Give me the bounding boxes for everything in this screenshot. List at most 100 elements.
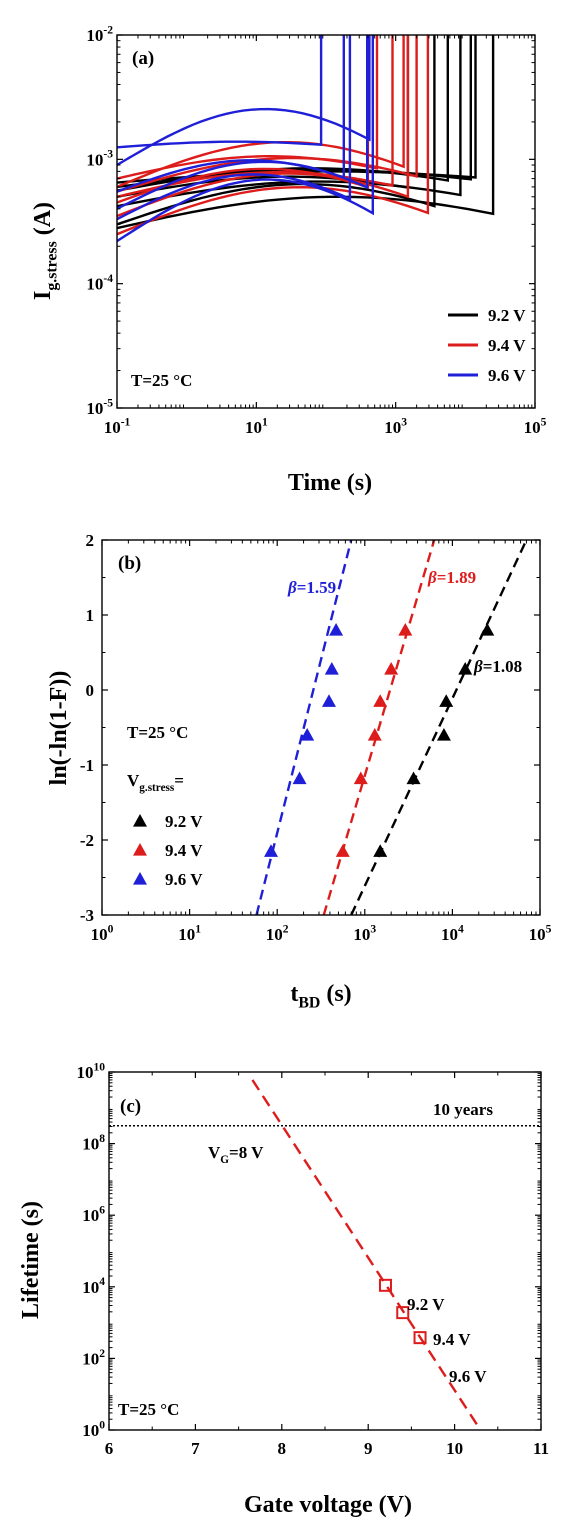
x-tick-label: 8 xyxy=(278,1439,287,1458)
y-tick-label: -1 xyxy=(80,756,94,775)
data-point xyxy=(413,1331,427,1345)
legend-label: 9.4 V xyxy=(488,336,526,355)
x-tick-label: 103 xyxy=(384,415,407,437)
panel-b-weibull-chart: 100 101 102 103 104 105 -3 -2 -1 0 1 2 (b) T=25 °C Vg.… xyxy=(46,531,552,1012)
legend-label: 9.2 V xyxy=(165,812,203,831)
data-point xyxy=(439,694,454,707)
y-tick-label: 10-3 xyxy=(86,148,113,170)
data-point xyxy=(458,662,473,675)
series-curve-9.2V xyxy=(117,35,436,226)
y-tick-label: 0 xyxy=(86,681,95,700)
data-point xyxy=(480,623,495,636)
point-label: 9.6 V xyxy=(449,1367,487,1386)
x-tick-label: 11 xyxy=(533,1439,549,1458)
series-curve-9.2V xyxy=(117,35,477,184)
data-point xyxy=(436,728,451,741)
legend-label: 9.2 V xyxy=(488,306,526,325)
y-tick-label: 100 xyxy=(82,1418,105,1440)
y-tick-label: 10-4 xyxy=(86,272,113,294)
point-label: 9.2 V xyxy=(407,1295,445,1314)
y-axis-label: Lifetime (s) xyxy=(18,1201,44,1319)
panel-label: (c) xyxy=(120,1096,141,1117)
data-point xyxy=(384,662,399,675)
fit-line xyxy=(251,1079,482,1430)
series-curve-9.6V xyxy=(117,35,374,243)
x-tick-label: 7 xyxy=(191,1439,200,1458)
y-tick-label: 10-5 xyxy=(86,396,113,418)
curves-group xyxy=(117,35,495,243)
panel-c-lifetime-chart: 6 7 8 9 10 11 100 102 104 106 108 1010 (c) 10 years VG… xyxy=(18,1060,549,1518)
data-point xyxy=(396,1306,410,1320)
beta-label: β=1.08 xyxy=(473,657,522,676)
x-axis-label: Time (s) xyxy=(288,470,372,496)
data-point xyxy=(406,771,421,785)
x-tick-label: 105 xyxy=(524,415,547,437)
y-tick-label: 10-2 xyxy=(86,23,113,45)
x-tick-label: 102 xyxy=(266,922,289,944)
series-curve-9.4V xyxy=(117,35,418,193)
data-point xyxy=(335,844,350,857)
fit-line xyxy=(350,540,528,915)
x-tick-label: 10-1 xyxy=(104,415,131,437)
y-tick-label: 1 xyxy=(86,606,95,625)
data-point xyxy=(329,623,344,636)
legend-marker xyxy=(133,843,147,856)
point-label: 9.4 V xyxy=(433,1330,471,1349)
vg-threshold-label: VG=8 V xyxy=(208,1143,264,1166)
series-curve-9.2V xyxy=(117,35,495,230)
series-curve-9.6V xyxy=(117,35,369,210)
data-point xyxy=(264,844,279,857)
x-tick-label: 105 xyxy=(529,922,552,944)
y-tick-label: 1010 xyxy=(76,1060,105,1082)
plot-area xyxy=(109,1079,541,1430)
temperature-annotation: T=25 °C xyxy=(118,1400,179,1419)
beta-label: β=1.59 xyxy=(287,578,336,597)
series-curve-9.6V xyxy=(117,35,352,221)
x-tick-label: 10 xyxy=(446,1439,463,1458)
x-tick-label: 103 xyxy=(353,922,376,944)
y-tick-label: -2 xyxy=(80,831,94,850)
x-tick-label: 101 xyxy=(178,922,201,944)
data-point xyxy=(373,844,388,857)
legend-label: 9.6 V xyxy=(488,366,526,385)
y-tick-label: 104 xyxy=(82,1275,105,1297)
y-axis-label: ln(-ln(1-F)) xyxy=(46,671,72,786)
x-tick-label: 9 xyxy=(364,1439,373,1458)
series-curve-9.4V xyxy=(117,35,379,180)
legend-label: 9.4 V xyxy=(165,841,203,860)
legend-title: Vg.stress= xyxy=(127,771,184,794)
data-point xyxy=(373,694,388,707)
x-tick-label: 100 xyxy=(91,922,114,944)
panel-label: (a) xyxy=(132,48,154,69)
x-tick-label: 104 xyxy=(441,922,464,944)
data-point xyxy=(300,728,315,741)
ten-years-label: 10 years xyxy=(433,1100,493,1119)
x-axis-label: Gate voltage (V) xyxy=(244,1492,412,1518)
data-point xyxy=(324,662,339,675)
x-tick-label: 101 xyxy=(245,415,268,437)
legend-marker xyxy=(133,872,147,885)
temperature-annotation: T=25 °C xyxy=(127,723,188,742)
y-tick-label: 108 xyxy=(82,1132,105,1154)
y-tick-label: 2 xyxy=(86,531,95,550)
series-curve-9.6V xyxy=(117,35,371,167)
plot-frame xyxy=(116,34,536,409)
panel-a-io-stress-chart: 10-1 101 103 105 10-5 10-4 10-3 10-2 (a) T=25 °C 9… xyxy=(30,23,547,496)
fit-line xyxy=(322,540,436,915)
y-tick-label: -3 xyxy=(80,906,94,925)
x-tick-label: 6 xyxy=(105,1439,114,1458)
data-point xyxy=(292,771,307,785)
data-point xyxy=(353,771,368,785)
series-curve-9.4V xyxy=(117,35,430,236)
x-axis-label: tBD (s) xyxy=(290,981,351,1012)
data-point xyxy=(321,694,336,707)
data-point xyxy=(367,728,382,741)
y-tick-label: 102 xyxy=(82,1347,105,1369)
legend-label: 9.6 V xyxy=(165,870,203,889)
y-axis-label: Ig.stress (A) xyxy=(30,202,61,300)
temperature-annotation: T=25 °C xyxy=(131,371,192,390)
data-point xyxy=(398,623,413,636)
data-point xyxy=(378,1278,392,1292)
legend-marker xyxy=(133,814,147,827)
